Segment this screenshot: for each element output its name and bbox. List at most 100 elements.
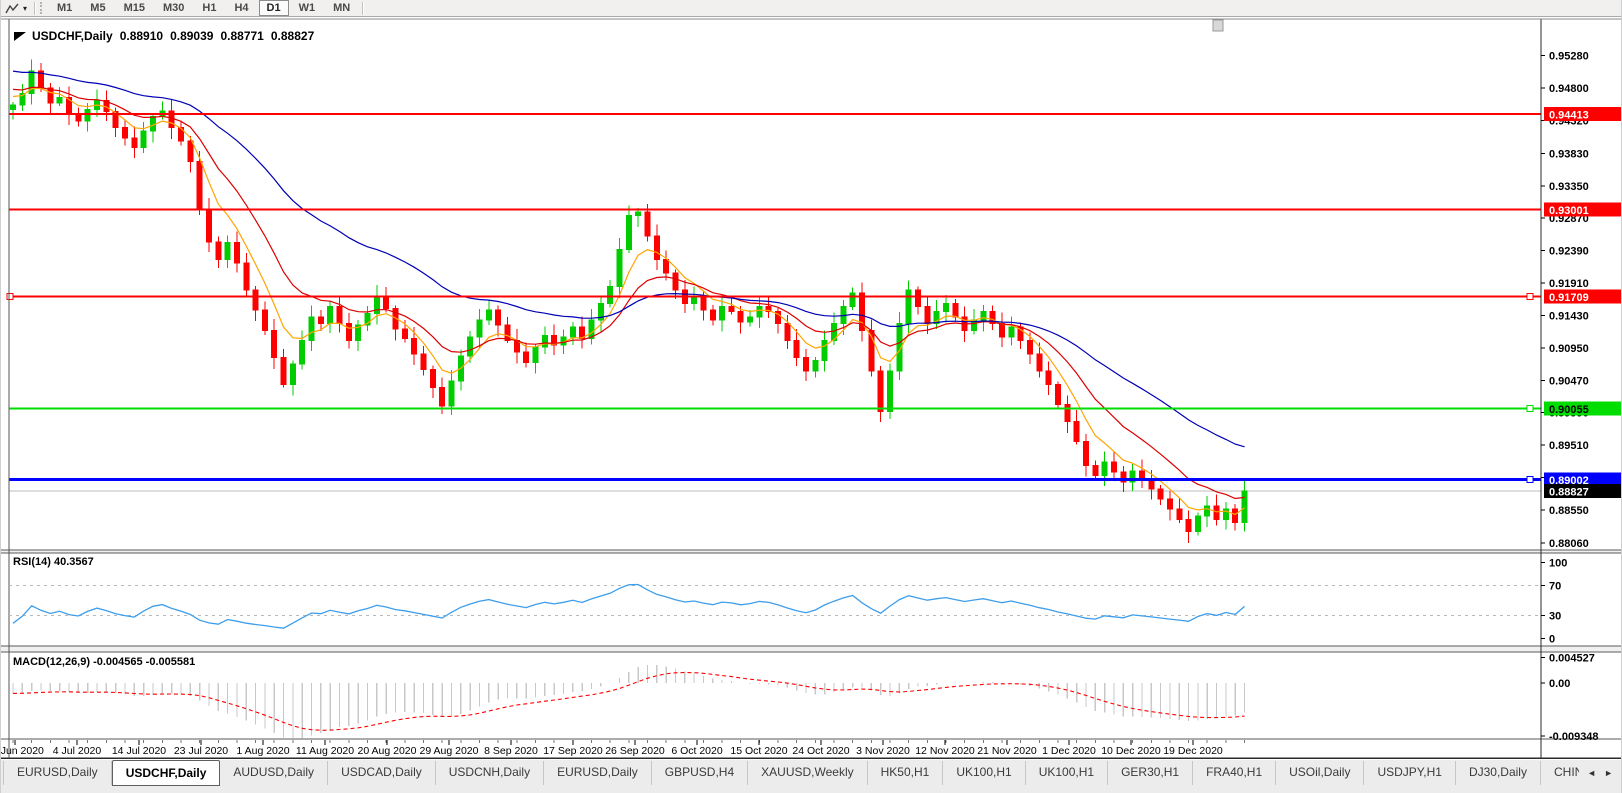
candle: [84, 109, 91, 122]
date-label: 3 Nov 2020: [856, 745, 910, 757]
chart-tab-usdcnh-daily[interactable]: USDCNH,Daily: [435, 761, 545, 785]
candle: [597, 302, 604, 321]
scrollbar-thumb[interactable]: [1212, 19, 1224, 32]
candle: [1036, 353, 1043, 372]
tabs-scroll-left-icon[interactable]: ◄: [1587, 768, 1597, 778]
candle: [756, 306, 763, 318]
chart-tab-usdcad-daily[interactable]: USDCAD,Daily: [328, 761, 436, 785]
candle: [915, 289, 922, 308]
candle: [672, 272, 679, 291]
date-label: 21 Nov 2020: [977, 745, 1037, 757]
candle: [243, 262, 250, 291]
chart-tab-usoil-daily[interactable]: USOil,Daily: [1276, 761, 1365, 785]
candle: [448, 380, 455, 407]
candle: [1204, 505, 1211, 517]
candle: [215, 241, 222, 260]
hline-handle[interactable]: [1526, 475, 1534, 483]
timeframe-buttons: M1 M5 M15 M30 H1 H4 D1 W1 MN: [48, 0, 359, 16]
chart-tab-eurusd-daily[interactable]: EURUSD,Daily: [544, 761, 652, 785]
candle: [1092, 464, 1099, 476]
timeframe-button-m5[interactable]: M5: [90, 2, 106, 14]
indicator-zigzag-icon[interactable]: ▾: [1, 1, 31, 16]
chart-tab-hk50-h1[interactable]: HK50,H1: [867, 761, 944, 785]
zigzag-glyph: [5, 3, 19, 13]
chart-tab-uk100-h1[interactable]: UK100,H1: [1025, 761, 1109, 785]
candle: [1008, 326, 1015, 338]
chart-tab-gbpusd-h4[interactable]: GBPUSD,H4: [651, 761, 749, 785]
chart-tab-usdjpy-h1[interactable]: USDJPY,H1: [1364, 761, 1456, 785]
timeframe-button-m15[interactable]: M15: [123, 2, 145, 14]
candle: [140, 130, 147, 148]
price-tick-label: 0.88550: [1549, 505, 1589, 517]
toolbar-grip[interactable]: [40, 2, 43, 14]
tabs-scroll-right-icon[interactable]: ►: [1604, 768, 1613, 778]
candle: [429, 368, 436, 389]
candle: [569, 326, 576, 338]
candle: [952, 302, 959, 318]
slow-ma-line: [12, 70, 1245, 448]
price-tick-label: 0.91430: [1549, 310, 1589, 322]
candle: [261, 309, 268, 331]
candle: [1064, 404, 1071, 422]
hline-handle[interactable]: [1526, 404, 1534, 412]
candle: [280, 356, 287, 385]
toolbar-separator: [34, 1, 36, 15]
ohlc-low: 0.88771: [220, 29, 264, 43]
candle: [980, 310, 987, 321]
candle: [663, 258, 670, 274]
timeframe-button-d1[interactable]: D1: [258, 0, 289, 16]
timeframe-button-w1[interactable]: W1: [298, 2, 316, 14]
candle: [467, 336, 474, 357]
candle: [504, 324, 511, 341]
price-axis[interactable]: 0.952800.948000.943200.938300.933500.928…: [1541, 50, 1621, 550]
chart-tab-audusd-daily[interactable]: AUDUSD,Daily: [220, 761, 329, 785]
candle: [653, 235, 660, 260]
candle: [112, 111, 119, 129]
candle: [233, 242, 240, 264]
candle: [943, 302, 949, 312]
candle: [401, 328, 408, 339]
candle: [691, 297, 698, 304]
date-label: 1 Dec 2020: [1042, 745, 1096, 757]
chart-tab-ger30-h1[interactable]: GER30,H1: [1108, 761, 1194, 785]
price-tick-label: 0.92390: [1549, 246, 1589, 258]
price-badge-label: 0.90055: [1549, 404, 1589, 416]
timeframe-button-m30[interactable]: M30: [162, 2, 185, 14]
chart-tab-fra40-h1[interactable]: FRA40,H1: [1193, 761, 1277, 785]
timeframe-button-mn[interactable]: MN: [333, 2, 351, 14]
timeframe-button-h4[interactable]: H4: [234, 2, 249, 14]
price-badge-0.90055: [1544, 401, 1621, 416]
candle: [998, 323, 1005, 338]
candle: [1166, 498, 1173, 510]
candle: [47, 87, 54, 104]
chart-symbol: USDCHF,Daily: [32, 29, 113, 43]
chart-tab-eurusd-daily[interactable]: EURUSD,Daily: [3, 761, 112, 785]
chart-tab-dj30-daily[interactable]: DJ30,Daily: [1455, 761, 1541, 785]
timeframe-button-m1[interactable]: M1: [57, 2, 73, 14]
date-label: 15 Oct 2020: [730, 745, 787, 757]
candle: [299, 339, 306, 365]
date-label: 1 Aug 2020: [236, 745, 289, 757]
candle: [859, 292, 866, 331]
chart-tab-uk100-h1[interactable]: UK100,H1: [943, 761, 1026, 785]
price-badge-0.89002: [1544, 472, 1621, 487]
macd-axis-label: 0.004527: [1549, 652, 1595, 664]
hline-handle[interactable]: [6, 293, 14, 301]
timeframe-button-h1[interactable]: H1: [202, 2, 217, 14]
candle: [336, 306, 343, 325]
chart-tab-xauusd-weekly[interactable]: XAUUSD,Weekly: [748, 761, 868, 785]
fast-ma-line: [12, 87, 1245, 516]
candle: [1213, 505, 1220, 520]
candle: [709, 309, 716, 321]
candle: [625, 215, 632, 250]
date-label: 8 Sep 2020: [484, 745, 538, 757]
date-label: 6 Oct 2020: [671, 745, 723, 757]
date-label: 23 Jul 2020: [174, 745, 228, 757]
date-axis[interactable]: 25 Jun 2020 4 Jul 2020 14 Jul 2020 23 Jul 2…: [1, 740, 1246, 757]
candle: [607, 285, 614, 304]
candle: [644, 211, 651, 237]
candle: [877, 370, 884, 412]
chart-tab-usdchf-daily[interactable]: USDCHF,Daily: [111, 760, 221, 786]
hline-handle[interactable]: [1526, 293, 1534, 301]
